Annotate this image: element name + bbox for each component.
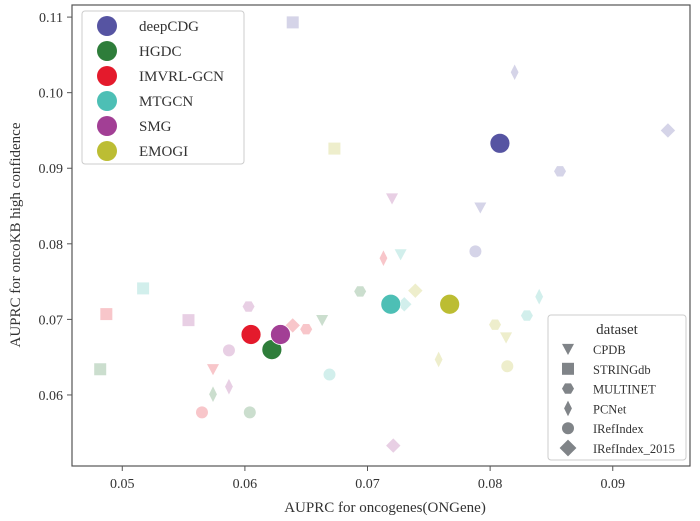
dataset-legend: dataset CPDB STRINGdb MULTINET PCNet IRefInde…: [547, 314, 687, 461]
point-emogi-irefindex_2015: [408, 283, 423, 298]
legend-label: SMG: [139, 119, 172, 135]
legend-label: IMVRL-GCN: [139, 69, 224, 85]
legend-marker-hgdc: [97, 41, 117, 61]
legend-marker-cpdb: [562, 343, 574, 355]
point-mtgcn-irefindex_2015: [397, 297, 412, 312]
highlight-point-mtgcn: [380, 293, 402, 315]
legend-label: IRefIndex: [593, 422, 644, 436]
point-deepcdg-pcnet: [510, 64, 519, 81]
point-deepcdg-cpdb: [474, 202, 487, 214]
model-legend-box: [81, 10, 245, 165]
point-emogi-pcnet: [434, 351, 443, 368]
point-smg-stringdb: [182, 314, 195, 327]
point-imvrl-gcn-cpdb: [207, 364, 220, 376]
point-hgdc-pcnet: [209, 386, 217, 403]
highlight-point-imvrl-gcn: [240, 324, 262, 345]
point-hgdc-stringdb: [94, 363, 107, 376]
legend-marker-stringdb: [562, 362, 574, 375]
legend-label: CPDB: [593, 343, 626, 357]
point-hgdc-irefindex: [243, 406, 256, 419]
legend-label: MULTINET: [593, 383, 656, 397]
legend-marker-deepcdg: [97, 16, 117, 36]
highlight-point-deepcdg: [489, 132, 511, 154]
y-tick-label: 0.09: [39, 162, 64, 177]
point-smg-irefindex_2015: [386, 438, 401, 453]
y-tick-label: 0.10: [39, 87, 64, 102]
point-emogi-cpdb: [500, 332, 513, 344]
x-tick-label: 0.07: [355, 477, 380, 492]
dataset-legend-box: [547, 314, 687, 461]
model-legend: deepCDG HGDC IMVRL-GCN MTGCN SMG EMOGI: [81, 10, 245, 165]
point-deepcdg-irefindex: [469, 245, 482, 258]
point-mtgcn-pcnet: [535, 288, 544, 305]
point-mtgcn-irefindex: [323, 368, 336, 381]
point-hgdc-multinet: [354, 286, 367, 297]
x-tick-label: 0.05: [110, 477, 135, 492]
point-smg-pcnet: [225, 378, 233, 395]
legend-marker-irefindex: [562, 422, 574, 435]
point-imvrl-gcn-pcnet: [379, 250, 388, 266]
legend-label: IRefIndex_2015: [593, 442, 675, 456]
legend-marker-irefindex_2015: [559, 439, 577, 457]
legend-marker-emogi: [97, 141, 117, 161]
point-deepcdg-stringdb: [286, 16, 299, 29]
x-axis-label: AUPRC for oncogenes(ONGene): [284, 500, 486, 516]
legend-label: EMOGI: [139, 144, 188, 160]
y-tick-label: 0.06: [39, 389, 64, 404]
y-tick-label: 0.08: [39, 238, 64, 253]
point-imvrl-gcn-irefindex: [195, 406, 208, 419]
point-smg-cpdb: [386, 193, 399, 205]
highlight-point-smg: [270, 324, 291, 345]
legend-label: MTGCN: [139, 94, 193, 110]
legend-label: deepCDG: [139, 19, 199, 35]
highlight-point-emogi: [439, 293, 461, 315]
legend-label: STRINGdb: [593, 363, 651, 377]
y-axis-label: AUPRC for oncoKB high confidence: [8, 122, 24, 347]
x-tick-label: 0.08: [478, 477, 503, 492]
dataset-legend-title: dataset: [596, 322, 638, 338]
x-tick-label: 0.06: [233, 477, 258, 492]
point-emogi-multinet: [489, 319, 502, 330]
legend-label: HGDC: [139, 44, 182, 60]
point-imvrl-gcn-multinet: [300, 324, 313, 335]
point-hgdc-cpdb: [316, 315, 329, 327]
point-emogi-irefindex: [501, 360, 514, 373]
legend-marker-imvrl-gcn: [97, 66, 117, 86]
point-smg-multinet: [242, 301, 255, 312]
legend-marker-pcnet: [564, 400, 572, 417]
point-deepcdg-irefindex_2015: [660, 123, 676, 138]
point-imvrl-gcn-stringdb: [100, 308, 113, 321]
y-tick-label: 0.11: [39, 11, 63, 26]
point-mtgcn-stringdb: [137, 282, 150, 295]
x-tick-label: 0.09: [601, 477, 626, 492]
y-tick-label: 0.07: [39, 313, 64, 328]
point-emogi-stringdb: [328, 142, 341, 155]
point-smg-irefindex: [222, 344, 235, 357]
point-mtgcn-cpdb: [394, 249, 407, 261]
legend-marker-mtgcn: [97, 91, 117, 111]
legend-marker-smg: [97, 116, 117, 136]
legend-marker-multinet: [562, 383, 574, 394]
point-mtgcn-multinet: [520, 310, 533, 321]
point-deepcdg-multinet: [554, 166, 567, 177]
legend-label: PCNet: [593, 402, 627, 416]
